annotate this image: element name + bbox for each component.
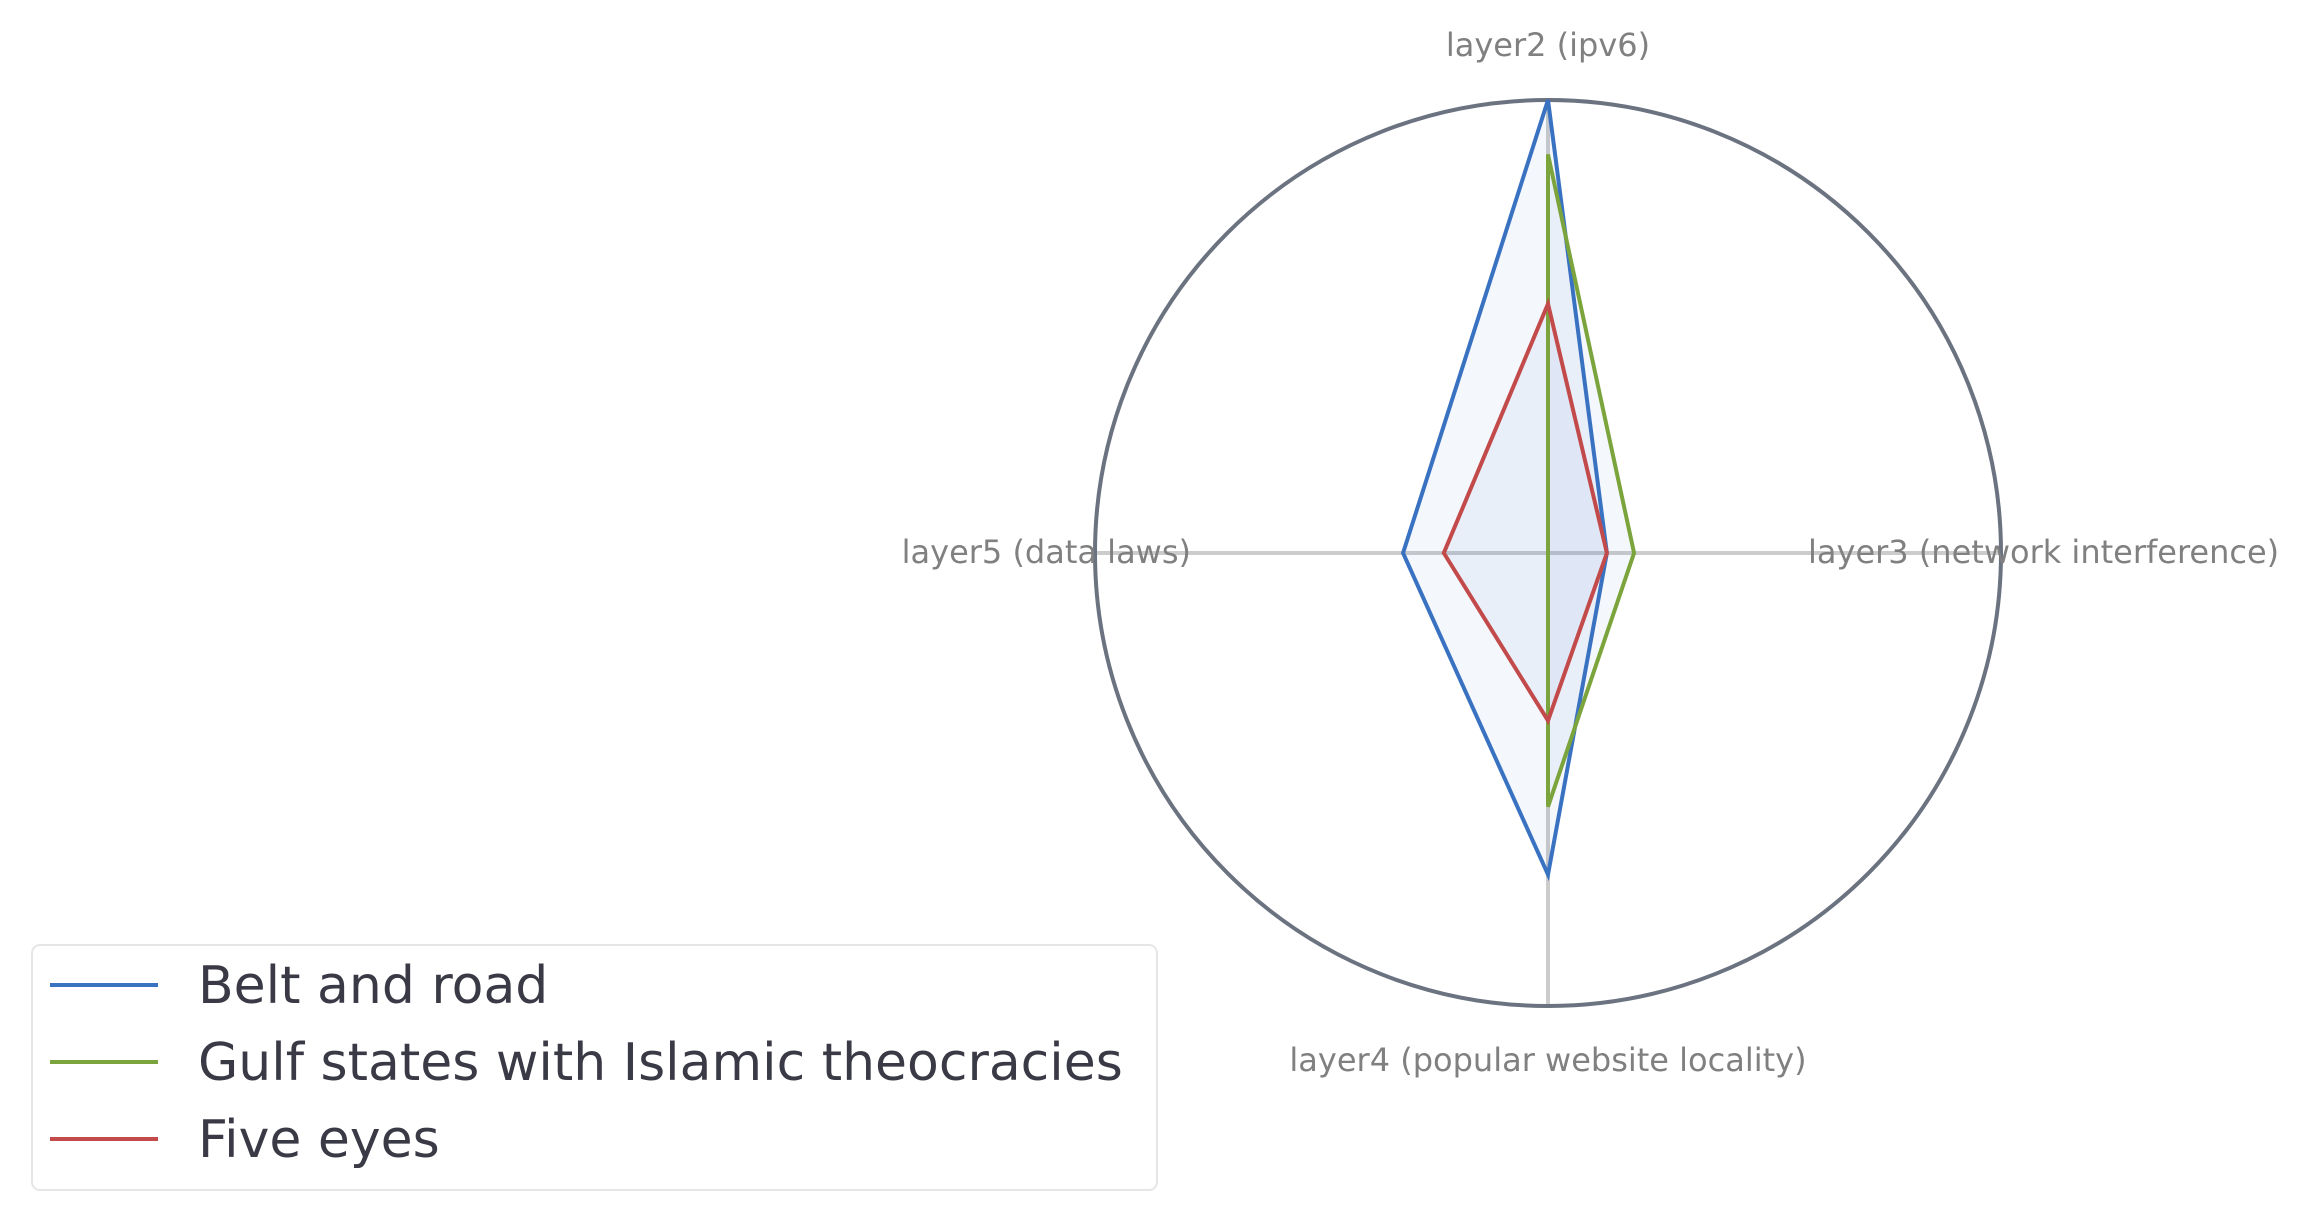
radar-series-lines bbox=[1400, 99, 1637, 882]
radar-axis-labels: layer2 (ipv6) layer3 (network interferen… bbox=[902, 26, 2280, 1079]
legend-box bbox=[31, 944, 1158, 1191]
legend-label-gulf-states: Gulf states with Islamic theocracies bbox=[198, 1033, 1123, 1093]
axis-label-layer2: layer2 (ipv6) bbox=[1446, 26, 1650, 64]
legend-label-five-eyes: Five eyes bbox=[198, 1110, 440, 1170]
legend-label-belt-and-road: Belt and road bbox=[198, 956, 548, 1016]
axis-label-layer3: layer3 (network interference) bbox=[1808, 533, 2279, 571]
legend: Belt and road Gulf states with Islamic t… bbox=[31, 944, 1158, 1191]
series-line-belt-and-road bbox=[1400, 99, 1609, 882]
series-line-five-eyes bbox=[1441, 297, 1609, 726]
series-fill-belt-and-road bbox=[1403, 100, 1607, 875]
axis-label-layer4: layer4 (popular website locality) bbox=[1289, 1041, 1806, 1079]
axis-label-layer5: layer5 (data laws) bbox=[902, 533, 1191, 571]
series-line-gulf-states bbox=[1546, 153, 1637, 808]
